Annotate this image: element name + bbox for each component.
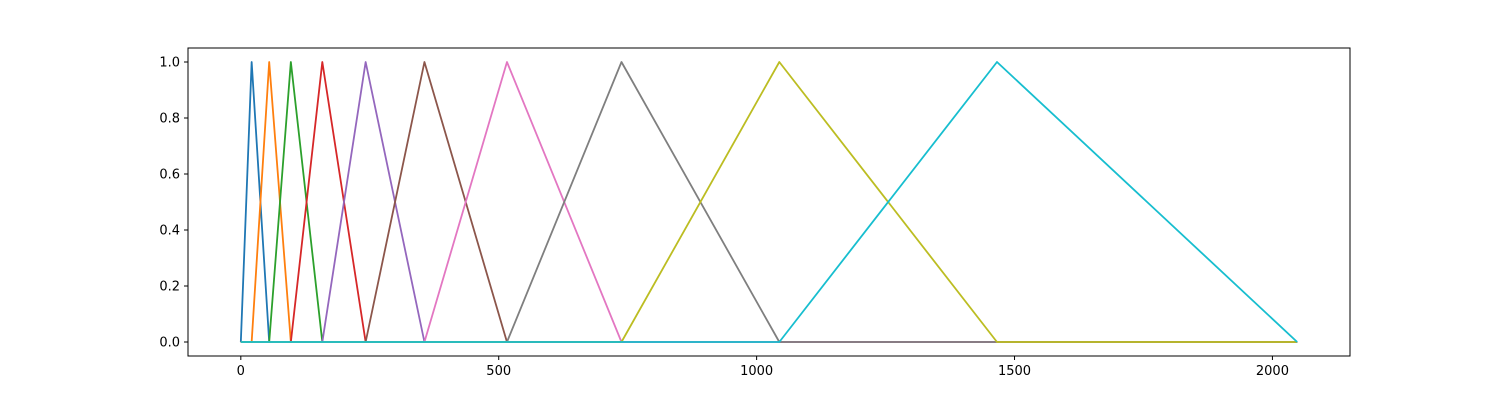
series-line-8: [240, 61, 1298, 343]
y-tick-label: 0.2: [159, 280, 180, 295]
y-tick-label: 0.0: [159, 336, 180, 351]
y-tick-label: 1.0: [159, 56, 180, 71]
series-line-10: [240, 61, 1298, 343]
y-tick-label: 0.4: [159, 224, 180, 239]
x-tick-label: 0: [237, 364, 245, 379]
series-line-9: [240, 61, 1298, 343]
axes-frame: [187, 47, 1351, 357]
y-tick-label: 0.8: [159, 112, 180, 127]
y-axis: 0.0 0.2 0.4 0.6 0.8 1.0: [159, 56, 188, 351]
series-line-1: [239, 61, 1298, 343]
series-line-7: [240, 61, 1298, 343]
x-tick-label: 2000: [1256, 364, 1289, 379]
series-line-6: [240, 61, 1298, 343]
series-line-2: [240, 61, 1298, 343]
y-tick-label: 0.6: [159, 168, 180, 183]
series-line-5: [240, 61, 1298, 343]
series-line-3: [240, 61, 1298, 343]
series-line-4: [240, 61, 1298, 343]
x-tick-label: 1500: [998, 364, 1031, 379]
x-axis: 0 500 1000 1500 2000: [237, 356, 1289, 379]
x-tick-label: 1000: [740, 364, 773, 379]
x-tick-label: 500: [486, 364, 511, 379]
plot-lines: [239, 61, 1298, 343]
